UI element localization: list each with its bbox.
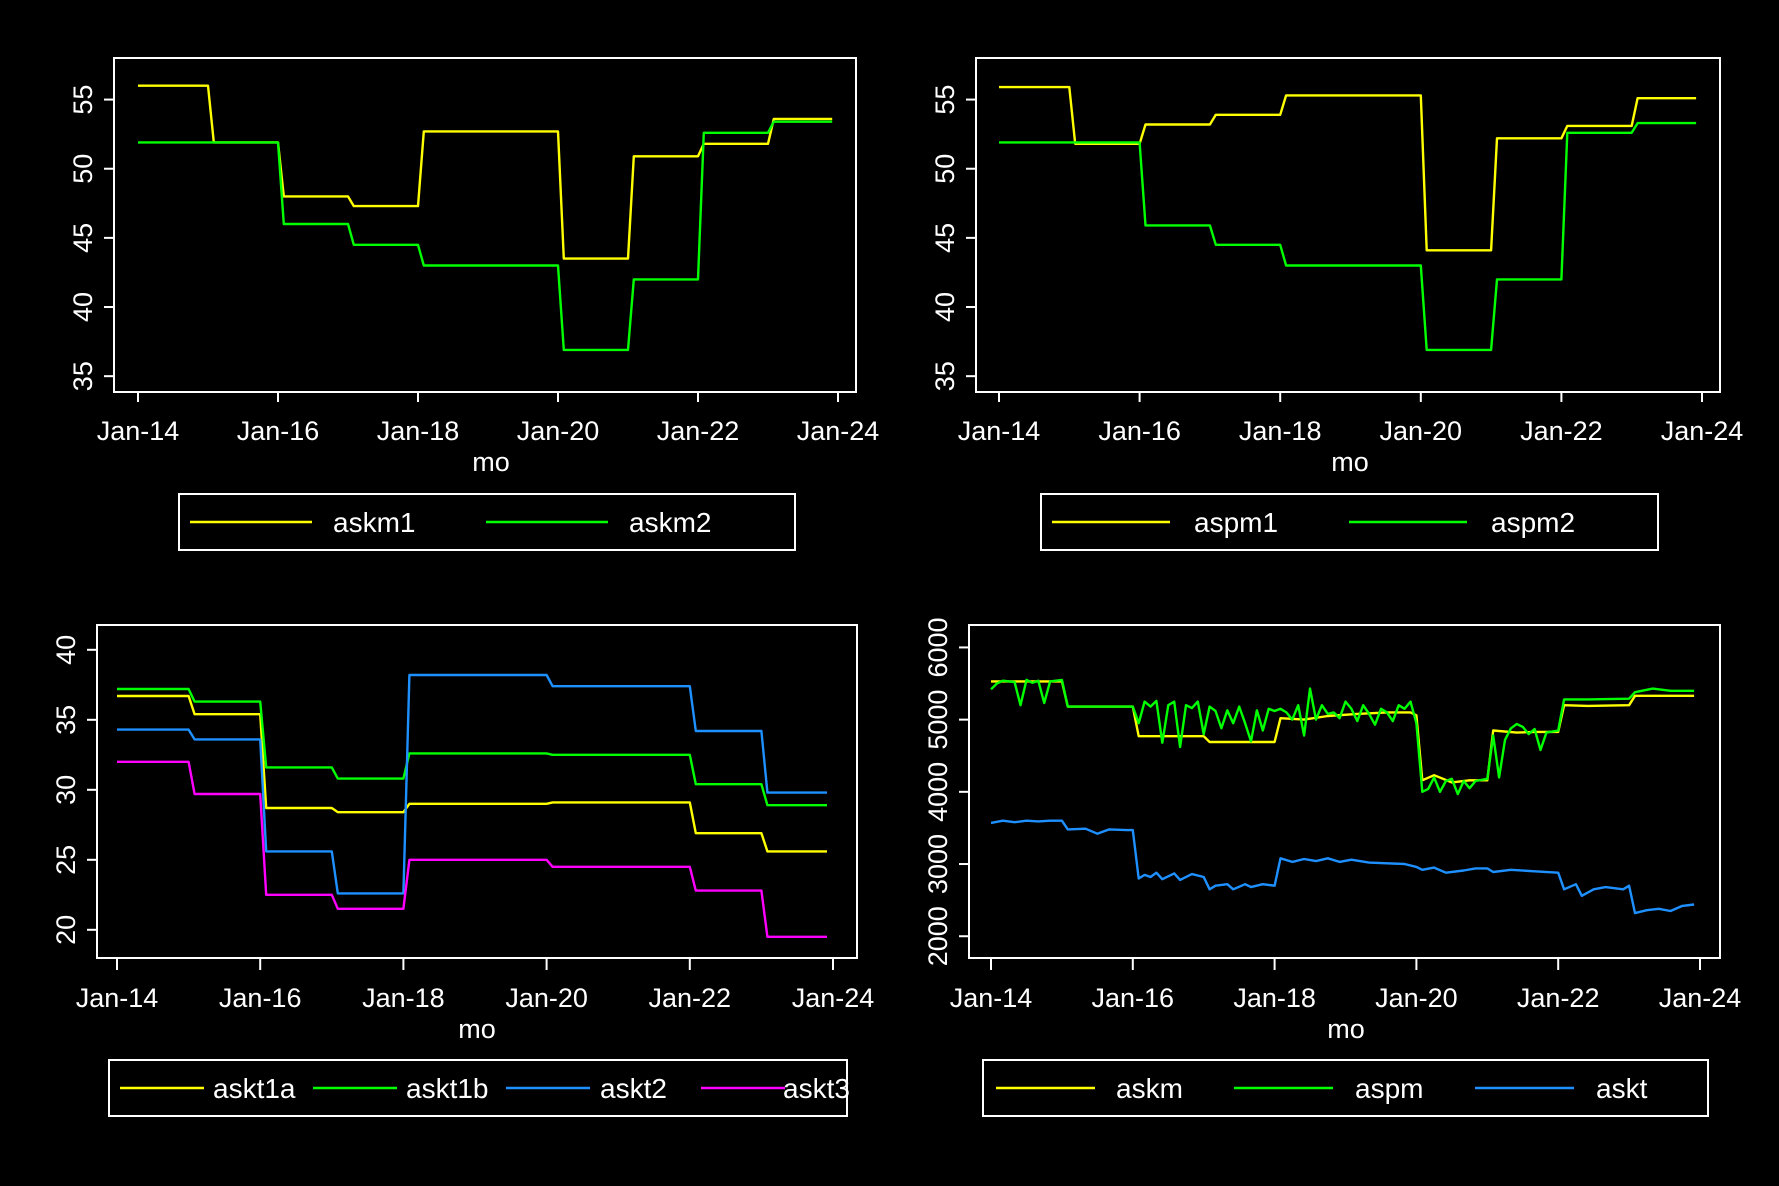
x-tick-label: Jan-18 xyxy=(377,416,460,446)
y-tick-label: 35 xyxy=(930,361,960,391)
y-tick-label: 35 xyxy=(68,361,98,391)
series-line-askt3 xyxy=(117,760,827,938)
y-tick-label: 55 xyxy=(68,85,98,115)
x-tick-label: Jan-22 xyxy=(649,983,732,1013)
series-line-aspm2 xyxy=(999,121,1697,352)
y-tick-label: 30 xyxy=(51,775,81,805)
y-tick-label: 25 xyxy=(51,845,81,875)
legend: askt1a askt1b askt2 askt3 xyxy=(108,1059,850,1117)
y-tick-label: 50 xyxy=(68,154,98,184)
x-tick-label: Jan-20 xyxy=(505,983,588,1013)
y-tick-label: 45 xyxy=(930,223,960,253)
chart-panel-3: 20 25 30 35 40 Jan-14 Jan-16 Jan-18 Jan-20 Jan-22… xyxy=(51,624,875,1117)
y-tick-label: 35 xyxy=(51,705,81,735)
series-line-askt2 xyxy=(117,673,827,895)
x-tick-label: Jan-20 xyxy=(517,416,600,446)
x-tick-label: Jan-22 xyxy=(1517,983,1600,1013)
legend: askm aspm askt xyxy=(982,1059,1709,1117)
legend-box xyxy=(982,1059,1709,1117)
x-tick-label: Jan-18 xyxy=(1233,983,1316,1013)
legend-label-askt3: askt3 xyxy=(783,1073,850,1104)
x-tick-label: Jan-24 xyxy=(797,416,880,446)
x-tick-label: Jan-22 xyxy=(1520,416,1603,446)
y-tick-label: 3000 xyxy=(923,834,953,894)
legend-label-askm1: askm1 xyxy=(333,507,415,538)
x-tick-label: Jan-24 xyxy=(1659,983,1742,1013)
legend-label-askm2: askm2 xyxy=(629,507,711,538)
plot-frame xyxy=(113,57,857,393)
x-tick-label: Jan-14 xyxy=(76,983,159,1013)
y-tick-label: 40 xyxy=(68,292,98,322)
legend-label-aspm2: aspm2 xyxy=(1491,507,1575,538)
x-tick-label: Jan-18 xyxy=(362,983,445,1013)
x-tick-label: Jan-16 xyxy=(219,983,302,1013)
chart-panel-2: 35 40 45 50 55 Jan-14 Jan-16 Jan-18 Jan-20 Jan-22… xyxy=(930,57,1744,551)
x-tick-label: Jan-14 xyxy=(958,416,1041,446)
x-tick-label: Jan-24 xyxy=(1661,416,1744,446)
x-tick-label: Jan-16 xyxy=(1092,983,1175,1013)
y-tick-label: 40 xyxy=(930,292,960,322)
x-axis-title: mo xyxy=(458,1014,496,1044)
x-tick-label: Jan-20 xyxy=(1380,416,1463,446)
chart-panel-4: 2000 3000 4000 5000 6000 Jan-14 Jan-16 Jan-18 Ja… xyxy=(923,617,1742,1117)
series-line-aspm xyxy=(990,678,1695,796)
y-tick-label: 20 xyxy=(51,915,81,945)
series-line-askm2 xyxy=(138,120,833,352)
chart-panels: 35 40 45 50 55 Jan-14 Jan-16 Jan-18 Jan-20 Jan-22… xyxy=(51,57,1744,1117)
legend-label-aspm: aspm xyxy=(1355,1073,1423,1104)
legend-label-askt: askt xyxy=(1596,1073,1648,1104)
x-tick-label: Jan-16 xyxy=(1098,416,1181,446)
y-tick-label: 2000 xyxy=(923,906,953,966)
y-tick-label: 45 xyxy=(68,223,98,253)
x-axis-title: mo xyxy=(472,447,510,477)
plot-frame xyxy=(96,624,858,959)
legend-label-aspm1: aspm1 xyxy=(1194,507,1278,538)
x-tick-label: Jan-14 xyxy=(950,983,1033,1013)
x-tick-label: Jan-24 xyxy=(792,983,875,1013)
series-line-aspm1 xyxy=(999,85,1697,252)
y-tick-label: 6000 xyxy=(923,617,953,677)
legend: aspm1 aspm2 xyxy=(1040,493,1659,551)
y-tick-label: 4000 xyxy=(923,762,953,822)
plot-frame xyxy=(975,57,1721,393)
y-tick-label: 55 xyxy=(930,85,960,115)
legend-label-askt2: askt2 xyxy=(600,1073,667,1104)
legend-label-askt1b: askt1b xyxy=(406,1073,489,1104)
y-tick-label: 40 xyxy=(51,635,81,665)
legend-label-askm: askm xyxy=(1116,1073,1183,1104)
x-axis-title: mo xyxy=(1331,447,1369,477)
x-tick-label: Jan-18 xyxy=(1239,416,1322,446)
legend-label-askt1a: askt1a xyxy=(213,1073,296,1104)
y-tick-label: 5000 xyxy=(923,690,953,750)
x-tick-label: Jan-14 xyxy=(97,416,180,446)
x-tick-label: Jan-16 xyxy=(237,416,320,446)
x-tick-label: Jan-22 xyxy=(657,416,740,446)
legend: askm1 askm2 xyxy=(178,493,796,551)
x-axis-title: mo xyxy=(1327,1014,1365,1044)
x-tick-label: Jan-20 xyxy=(1375,983,1458,1013)
series-line-askt xyxy=(990,819,1695,915)
y-tick-label: 50 xyxy=(930,154,960,184)
chart-panel-1: 35 40 45 50 55 Jan-14 Jan-16 Jan-18 Jan-20 Jan-22… xyxy=(68,57,880,551)
